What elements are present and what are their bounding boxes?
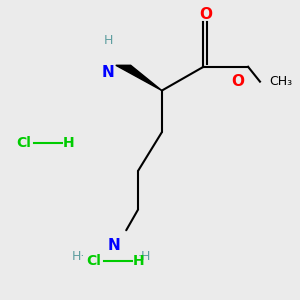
Text: O: O xyxy=(231,74,244,89)
Text: Cl: Cl xyxy=(16,136,31,150)
Text: N: N xyxy=(102,65,115,80)
Text: H: H xyxy=(62,136,74,150)
Text: CH₃: CH₃ xyxy=(269,75,292,88)
Text: N: N xyxy=(108,238,121,253)
Text: H·: H· xyxy=(72,250,86,263)
Text: Cl: Cl xyxy=(86,254,101,268)
Polygon shape xyxy=(116,65,162,91)
Text: O: O xyxy=(199,7,212,22)
Text: H: H xyxy=(132,254,144,268)
Text: H: H xyxy=(104,34,113,46)
Text: ·H: ·H xyxy=(137,250,151,263)
